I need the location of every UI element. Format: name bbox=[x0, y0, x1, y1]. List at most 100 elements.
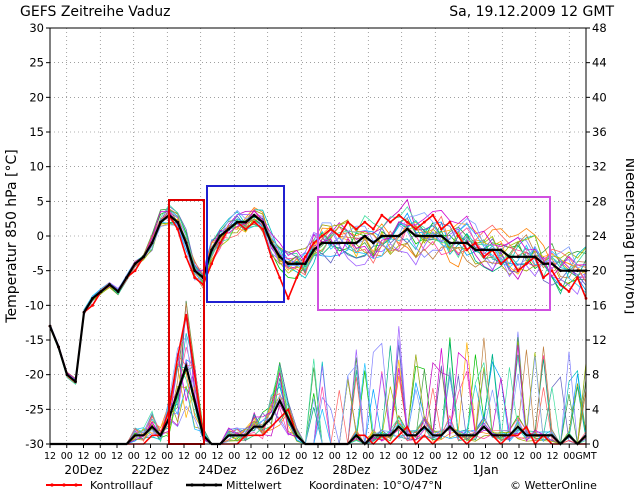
temp-point-mittelwert bbox=[65, 373, 69, 377]
x-tick-label: 00 bbox=[262, 451, 274, 462]
temp-point-mittelwert bbox=[550, 262, 554, 266]
temp-point-mittelwert bbox=[82, 310, 86, 314]
temp-point-mittelwert bbox=[244, 220, 248, 224]
right-tick-label: 36 bbox=[592, 125, 607, 139]
temp-point-kontrolllauf bbox=[576, 276, 579, 279]
temp-point-mittelwert bbox=[312, 248, 316, 252]
temp-point-mittelwert bbox=[99, 290, 103, 293]
left-tick-label: 30 bbox=[29, 21, 44, 35]
temp-point-mittelwert bbox=[482, 248, 486, 252]
right-tick-label: 48 bbox=[592, 21, 607, 35]
temp-point-kontrolllauf bbox=[337, 234, 341, 238]
temp-point-mittelwert bbox=[261, 220, 265, 224]
temp-point-kontrolllauf bbox=[193, 276, 197, 279]
temp-point-kontrolllauf bbox=[303, 255, 307, 259]
left-tick-label: -10 bbox=[25, 298, 44, 312]
temp-point-mittelwert bbox=[142, 255, 145, 259]
temp-point-mittelwert bbox=[74, 380, 77, 383]
y-axis-label: Temperatur 850 hPa [°C] bbox=[4, 149, 20, 323]
temp-point-kontrolllauf bbox=[439, 227, 443, 231]
x-tick-label: 00 bbox=[429, 451, 441, 462]
temp-point-kontrolllauf bbox=[456, 234, 460, 238]
temp-point-kontrolllauf bbox=[397, 213, 401, 217]
temp-point-mittelwert bbox=[159, 220, 163, 224]
right-tick-label: 32 bbox=[592, 160, 607, 174]
x-tick-label: 12 bbox=[479, 451, 491, 462]
temp-point-kontrolllauf bbox=[542, 276, 545, 279]
x-day-label: 30Dez bbox=[399, 463, 437, 477]
ensemble-precip-line bbox=[50, 335, 587, 445]
temp-point-mittelwert bbox=[542, 262, 545, 266]
temp-point-kontrolllauf bbox=[499, 262, 503, 266]
temp-point-mittelwert bbox=[346, 241, 350, 245]
temp-point-kontrolllauf bbox=[448, 220, 452, 224]
temp-point-kontrolllauf bbox=[525, 262, 528, 266]
temp-point-kontrolllauf bbox=[210, 262, 214, 266]
temp-point-mittelwert bbox=[235, 220, 239, 224]
temp-point-kontrolllauf bbox=[320, 234, 324, 238]
x-tick-label: GMT bbox=[575, 451, 597, 462]
temp-point-kontrolllauf bbox=[295, 276, 299, 279]
legend-label-kontrolllauf: Kontrolllauf bbox=[90, 479, 154, 490]
left-tick-label: -15 bbox=[25, 333, 44, 347]
temp-point-mittelwert bbox=[448, 241, 452, 245]
temp-point-kontrolllauf bbox=[431, 213, 435, 217]
temp-point-mittelwert bbox=[295, 262, 299, 266]
temp-point-mittelwert bbox=[363, 234, 367, 238]
left-tick-label: 25 bbox=[29, 56, 44, 70]
x-tick-label: 00 bbox=[295, 451, 307, 462]
temp-point-mittelwert bbox=[525, 255, 528, 259]
x-tick-label: 00 bbox=[463, 451, 475, 462]
x-day-label: 24Dez bbox=[198, 463, 236, 477]
x-tick-label: 00 bbox=[362, 451, 374, 462]
temp-point-mittelwert bbox=[108, 283, 111, 286]
temp-point-kontrolllauf bbox=[363, 220, 367, 224]
temp-point-mittelwert bbox=[431, 234, 435, 238]
x-tick-label: 12 bbox=[513, 451, 525, 462]
temp-point-kontrolllauf bbox=[354, 227, 358, 231]
x-tick-label: 12 bbox=[546, 451, 558, 462]
temp-point-mittelwert bbox=[218, 234, 222, 238]
x-tick-label: 12 bbox=[44, 451, 56, 462]
x-tick-label: 12 bbox=[446, 451, 458, 462]
x-tick-label: 12 bbox=[345, 451, 357, 462]
x-day-label: 20Dez bbox=[64, 463, 102, 477]
temp-point-mittelwert bbox=[116, 290, 120, 293]
temp-point-mittelwert bbox=[184, 241, 188, 245]
temp-point-kontrolllauf bbox=[422, 220, 426, 224]
x-tick-label: 00 bbox=[195, 451, 207, 462]
temp-point-mittelwert bbox=[210, 248, 214, 252]
x-tick-label: 12 bbox=[211, 451, 223, 462]
temp-point-mittelwert bbox=[508, 255, 511, 259]
x-tick-label: 00 bbox=[228, 451, 240, 462]
temp-point-kontrolllauf bbox=[346, 220, 350, 224]
temp-point-mittelwert bbox=[193, 269, 197, 273]
temp-point-mittelwert bbox=[125, 276, 128, 279]
x-tick-label: 12 bbox=[379, 451, 391, 462]
x-tick-label: 00 bbox=[530, 451, 542, 462]
x-tick-label: 00 bbox=[61, 451, 73, 462]
x-tick-label: 00 bbox=[128, 451, 140, 462]
x-tick-label: 12 bbox=[77, 451, 89, 462]
temp-point-kontrolllauf bbox=[252, 220, 256, 224]
right-tick-label: 16 bbox=[592, 298, 607, 312]
x-tick-label: 12 bbox=[144, 451, 156, 462]
temp-point-mittelwert bbox=[491, 248, 494, 252]
coordinates-label: Koordinaten: 10°O/47°N bbox=[309, 479, 442, 490]
x-tick-label: 00 bbox=[94, 451, 106, 462]
temp-point-kontrolllauf bbox=[516, 269, 520, 273]
temp-point-kontrolllauf bbox=[550, 269, 554, 273]
temp-point-mittelwert bbox=[133, 262, 137, 266]
temp-point-kontrolllauf bbox=[329, 227, 333, 231]
temp-point-kontrolllauf bbox=[371, 227, 375, 231]
temp-point-mittelwert bbox=[422, 234, 426, 238]
right-tick-label: 20 bbox=[592, 264, 607, 278]
temp-point-mittelwert bbox=[371, 241, 375, 245]
temp-point-mittelwert bbox=[337, 241, 341, 245]
x-tick-label: 00 bbox=[396, 451, 408, 462]
temp-point-mittelwert bbox=[567, 269, 571, 273]
copyright-label: © WetterOnline bbox=[510, 479, 597, 490]
left-tick-label: -30 bbox=[25, 437, 44, 451]
temp-point-mittelwert bbox=[91, 297, 94, 300]
temp-point-mittelwert bbox=[397, 234, 401, 238]
